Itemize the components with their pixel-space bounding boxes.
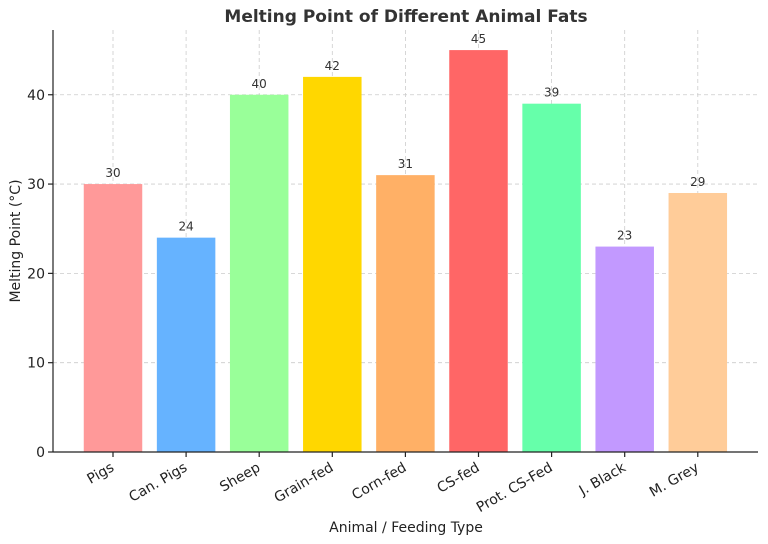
y-tick-label: 40 [27, 88, 45, 104]
data-label: 45 [471, 32, 486, 46]
data-labels: 30 24 40 42 31 45 39 23 29 [105, 32, 705, 242]
bar [376, 175, 435, 453]
y-tick-label: 30 [27, 177, 45, 193]
data-label: 23 [617, 229, 632, 243]
bar [303, 76, 362, 452]
x-tick-label: Corn-fed [349, 460, 409, 504]
bar [522, 103, 581, 452]
data-label: 42 [325, 59, 340, 73]
y-ticks: 0 10 20 30 40 [27, 88, 53, 461]
x-tick-label: J. Black [576, 459, 630, 499]
bar [83, 184, 143, 453]
x-ticks: Pigs Can. Pigs Sheep Grain-fed Corn-fed CS-fe… [85, 452, 702, 516]
data-label: 40 [252, 77, 267, 91]
x-tick-label: Grain-fed [272, 460, 337, 507]
x-axis-label: Animal / Feeding Type [329, 520, 483, 536]
y-tick-label: 0 [36, 445, 45, 461]
x-tick-label: Pigs [85, 460, 117, 488]
bar [595, 246, 654, 452]
bars [83, 50, 728, 453]
bar [156, 237, 216, 452]
bar [668, 192, 728, 453]
x-tick-label: M. Grey [647, 460, 702, 501]
x-tick-label: Prot. CS-Fed [474, 460, 556, 516]
x-tick-label: CS-fed [435, 460, 483, 497]
data-label: 31 [398, 157, 413, 171]
y-tick-label: 10 [27, 356, 45, 372]
data-label: 29 [690, 175, 705, 189]
bar [449, 50, 508, 452]
y-axis-label: Melting Point (°C) [8, 179, 24, 302]
x-tick-label: Can. Pigs [126, 460, 190, 506]
y-tick-label: 20 [27, 266, 45, 282]
data-label: 24 [178, 220, 193, 234]
bar [229, 94, 289, 453]
data-label: 39 [544, 86, 559, 100]
x-tick-label: Sheep [217, 460, 263, 496]
data-label: 30 [105, 166, 120, 180]
chart-title: Melting Point of Different Animal Fats [224, 7, 587, 27]
